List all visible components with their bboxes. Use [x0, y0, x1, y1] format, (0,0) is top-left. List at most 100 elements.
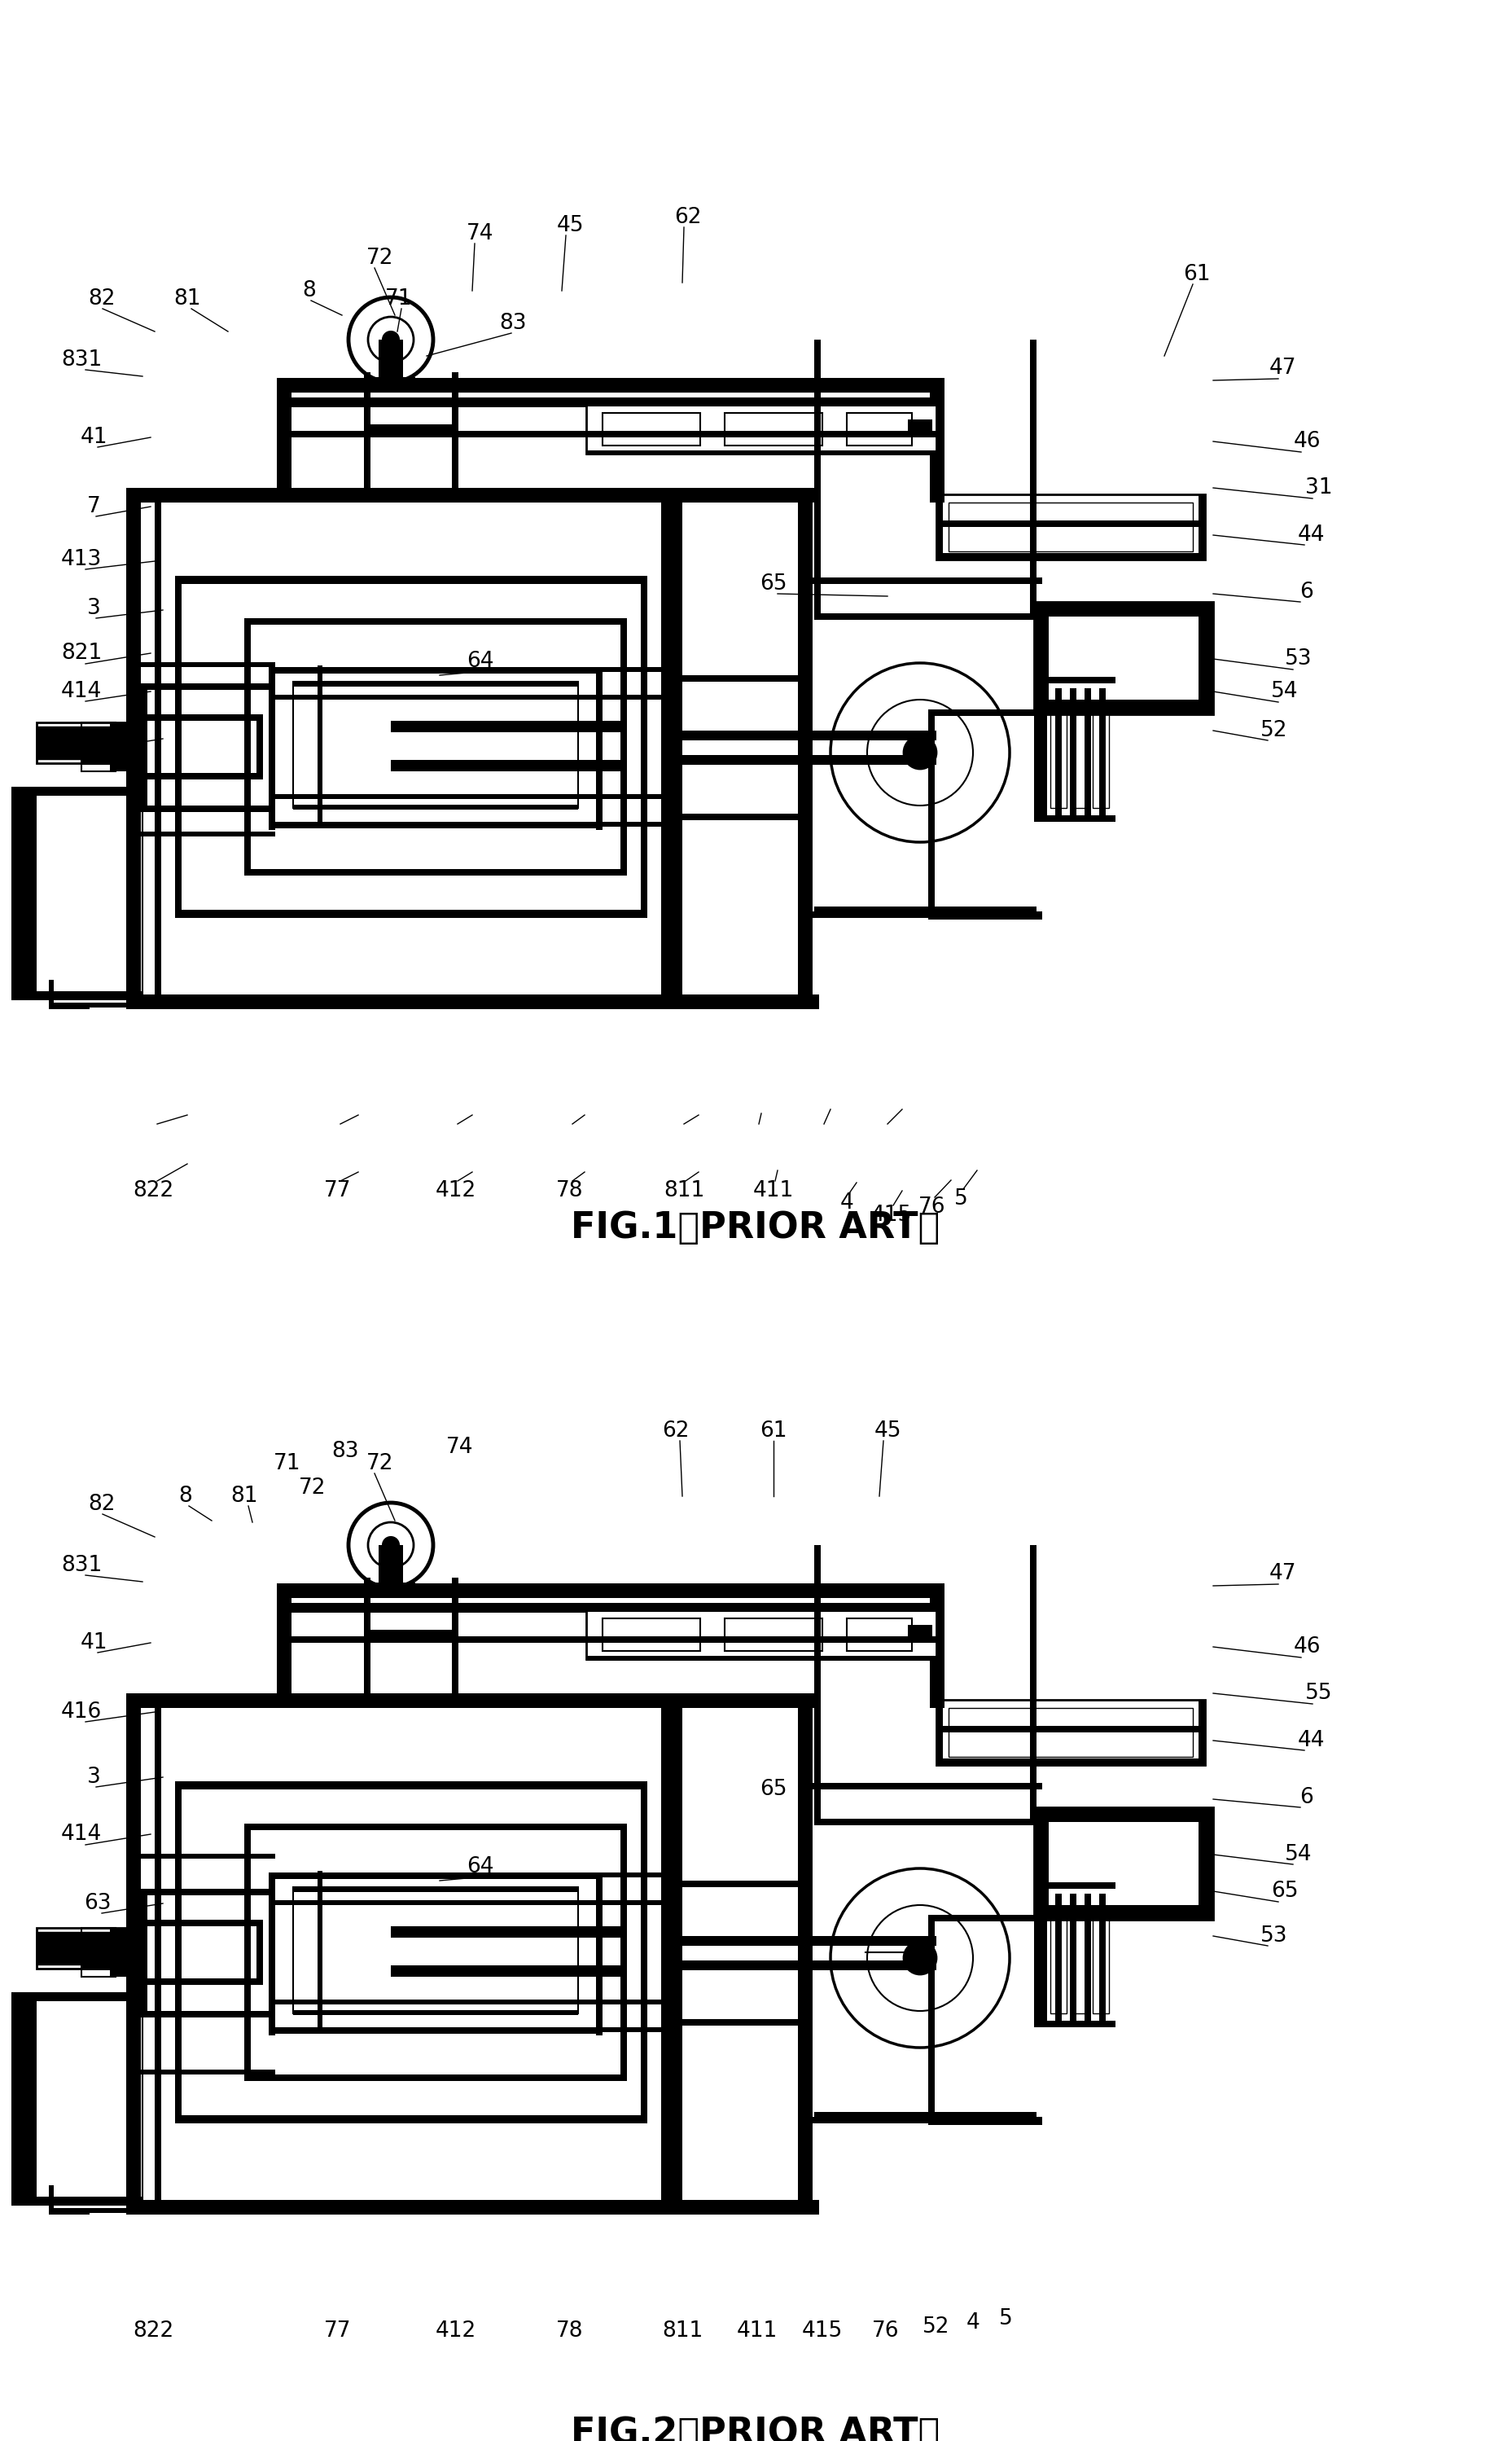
Bar	[141, 683, 147, 813]
Bar	[269, 1872, 275, 2036]
Bar	[798, 1782, 1042, 1789]
Bar	[390, 720, 627, 732]
Bar	[602, 1618, 700, 1650]
Bar	[318, 2026, 676, 2031]
Bar	[364, 1701, 458, 1709]
Bar	[36, 727, 130, 759]
Bar	[801, 1936, 936, 1945]
Text: 64: 64	[467, 1855, 494, 1877]
Bar	[378, 1545, 404, 1587]
Bar	[1070, 1894, 1077, 2021]
Bar	[82, 730, 112, 764]
Bar	[175, 1782, 647, 1789]
Bar	[937, 1635, 945, 1709]
Bar	[141, 774, 263, 779]
Bar	[1034, 1806, 1213, 1821]
Text: 8: 8	[178, 1487, 192, 1506]
Bar	[452, 1577, 458, 1594]
Bar	[12, 991, 142, 998]
Bar	[141, 683, 275, 691]
Bar	[269, 1872, 602, 1880]
Text: FIG.2（PRIOR ART）: FIG.2（PRIOR ART）	[572, 2414, 940, 2441]
Bar	[125, 488, 141, 1008]
Bar	[125, 1694, 141, 2214]
Bar	[1072, 1906, 1087, 2014]
Bar	[1055, 688, 1061, 815]
Text: 7: 7	[86, 496, 100, 517]
Text: 46: 46	[1293, 432, 1320, 452]
Bar	[366, 376, 416, 388]
Bar	[378, 339, 404, 381]
Text: 822: 822	[133, 2321, 174, 2341]
Bar	[620, 618, 627, 876]
Text: 52: 52	[922, 2317, 950, 2338]
Text: 78: 78	[556, 2321, 584, 2341]
Text: 3: 3	[86, 598, 100, 620]
Text: 74: 74	[446, 1438, 473, 1457]
Bar	[724, 1618, 823, 1650]
Bar	[661, 1701, 668, 2212]
Bar	[175, 576, 647, 583]
Bar	[1034, 681, 1040, 820]
Bar	[671, 1870, 676, 2033]
Bar	[596, 1872, 602, 2036]
Bar	[620, 1823, 627, 2082]
Bar	[293, 1887, 578, 2014]
Bar	[269, 666, 602, 674]
Bar	[245, 869, 627, 876]
Bar	[1034, 676, 1116, 683]
Bar	[815, 1819, 1037, 1826]
Bar	[801, 676, 809, 820]
Bar	[154, 998, 668, 1006]
Text: 44: 44	[1297, 525, 1325, 547]
Bar	[1099, 688, 1105, 815]
Bar	[1040, 688, 1048, 815]
Bar	[293, 681, 578, 686]
Bar	[141, 715, 147, 779]
Bar	[641, 1782, 647, 2124]
Bar	[48, 979, 54, 1003]
Bar	[1051, 1906, 1066, 2014]
Bar	[1034, 1882, 1116, 1889]
Bar	[936, 496, 1205, 559]
Bar	[928, 715, 934, 918]
Bar	[257, 715, 263, 779]
Text: 71: 71	[274, 1452, 301, 1474]
Bar	[801, 1960, 936, 1970]
Text: 82: 82	[88, 1494, 115, 1516]
Circle shape	[383, 1538, 399, 1552]
Bar	[930, 393, 945, 503]
Bar	[668, 813, 806, 820]
Text: 47: 47	[1269, 1562, 1296, 1584]
Bar	[680, 488, 820, 503]
Bar	[364, 1577, 370, 1594]
Text: 71: 71	[386, 288, 413, 310]
Bar	[318, 1872, 676, 1877]
Bar	[141, 1919, 263, 1926]
Bar	[257, 1919, 263, 1985]
Bar	[815, 339, 821, 618]
Bar	[154, 496, 162, 1006]
Text: 61: 61	[1184, 264, 1211, 286]
Bar	[12, 788, 36, 991]
Bar	[671, 666, 676, 827]
Bar	[1199, 603, 1213, 715]
Bar	[724, 413, 823, 447]
Bar	[847, 413, 912, 447]
Bar	[661, 496, 668, 1006]
Text: 41: 41	[80, 1633, 107, 1653]
Bar	[928, 2119, 1042, 2126]
Bar	[125, 488, 683, 503]
Text: 4: 4	[841, 1191, 854, 1213]
Bar	[798, 579, 1042, 583]
Bar	[936, 1699, 943, 1765]
Bar	[1072, 703, 1087, 808]
Bar	[936, 496, 943, 559]
Bar	[815, 613, 1037, 620]
Bar	[1199, 1806, 1213, 1919]
Text: 82: 82	[88, 288, 115, 310]
Text: 416: 416	[60, 1701, 101, 1723]
Bar	[1040, 1894, 1048, 2021]
Bar	[936, 1699, 1205, 1765]
Bar	[1034, 815, 1116, 823]
